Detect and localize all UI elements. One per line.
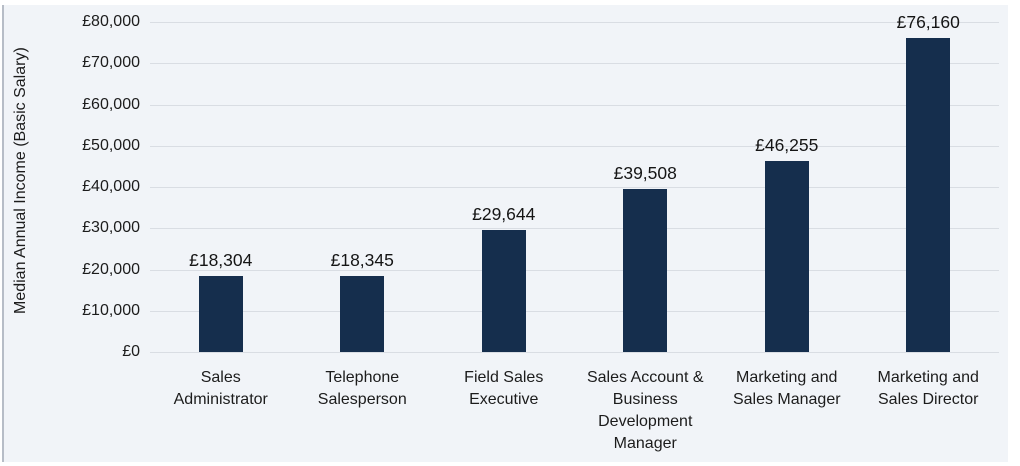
category-label-line: Marketing and bbox=[877, 369, 979, 386]
category-label-line: Development bbox=[598, 413, 693, 430]
category-label-line: Telephone bbox=[325, 369, 400, 386]
category-label-line: Sales bbox=[200, 369, 241, 386]
value-label: £29,644 bbox=[472, 204, 536, 224]
y-axis-tick-label: £40,000 bbox=[82, 178, 140, 195]
y-axis-tick-label: £70,000 bbox=[82, 54, 140, 72]
value-label: £18,304 bbox=[189, 250, 253, 270]
bar-4 bbox=[623, 189, 668, 352]
category-label: Field Sales Executive bbox=[424, 367, 584, 411]
y-axis-tick-label: £0 bbox=[122, 343, 140, 360]
category-label-line: Sales Account & bbox=[586, 369, 704, 386]
x-axis-baseline bbox=[150, 352, 999, 353]
bar-1 bbox=[198, 276, 243, 352]
bar-3 bbox=[481, 230, 526, 352]
y-axis-title: Median Annual Income (Basic Salary) bbox=[12, 47, 29, 315]
y-axis-tick-label: £60,000 bbox=[82, 95, 140, 113]
gridline bbox=[150, 228, 999, 230]
category-label: Sales Administrator bbox=[141, 367, 301, 411]
category-label-line: Salesperson bbox=[317, 391, 407, 408]
category-label-line: Marketing and bbox=[736, 369, 838, 386]
value-label: £46,255 bbox=[755, 135, 819, 155]
value-label: £39,508 bbox=[613, 163, 677, 183]
value-label: £18,345 bbox=[330, 250, 394, 270]
category-label-line: Executive bbox=[469, 391, 539, 408]
y-axis-tick-label: £20,000 bbox=[82, 260, 140, 278]
y-axis-tick-label: £50,000 bbox=[82, 136, 140, 154]
category-label-line: Sales Director bbox=[878, 391, 979, 408]
gridline bbox=[150, 104, 999, 106]
y-axis-tick-label: £30,000 bbox=[82, 219, 140, 237]
bar-2 bbox=[340, 276, 385, 352]
gridline bbox=[150, 145, 999, 147]
gridline bbox=[150, 269, 999, 271]
y-axis-tick-label: £10,000 bbox=[82, 301, 140, 319]
gridline bbox=[150, 22, 999, 23]
gridline bbox=[150, 63, 999, 65]
category-label-line: Manager bbox=[613, 435, 677, 452]
category-label-line: Field Sales bbox=[464, 369, 544, 386]
plot-area bbox=[150, 22, 999, 353]
category-label: Marketing and Sales Director bbox=[848, 367, 1008, 411]
bar-5 bbox=[764, 161, 809, 352]
value-label: £76,160 bbox=[896, 12, 960, 32]
category-label: Sales Account & Business Development Manage… bbox=[565, 367, 725, 455]
bar-6 bbox=[906, 38, 951, 352]
y-axis-tick-label: £80,000 bbox=[82, 13, 140, 30]
category-label-line: Administrator bbox=[173, 391, 268, 408]
category-label-line: Business bbox=[612, 391, 678, 408]
category-label-line: Sales Manager bbox=[732, 391, 841, 408]
chart-area: Median Annual Income (Basic Salary) £0 £1… bbox=[2, 5, 1008, 462]
gridline bbox=[150, 310, 999, 312]
gridline bbox=[150, 187, 999, 188]
category-label: Marketing and Sales Manager bbox=[707, 367, 867, 411]
category-label: Telephone Salesperson bbox=[282, 367, 442, 411]
